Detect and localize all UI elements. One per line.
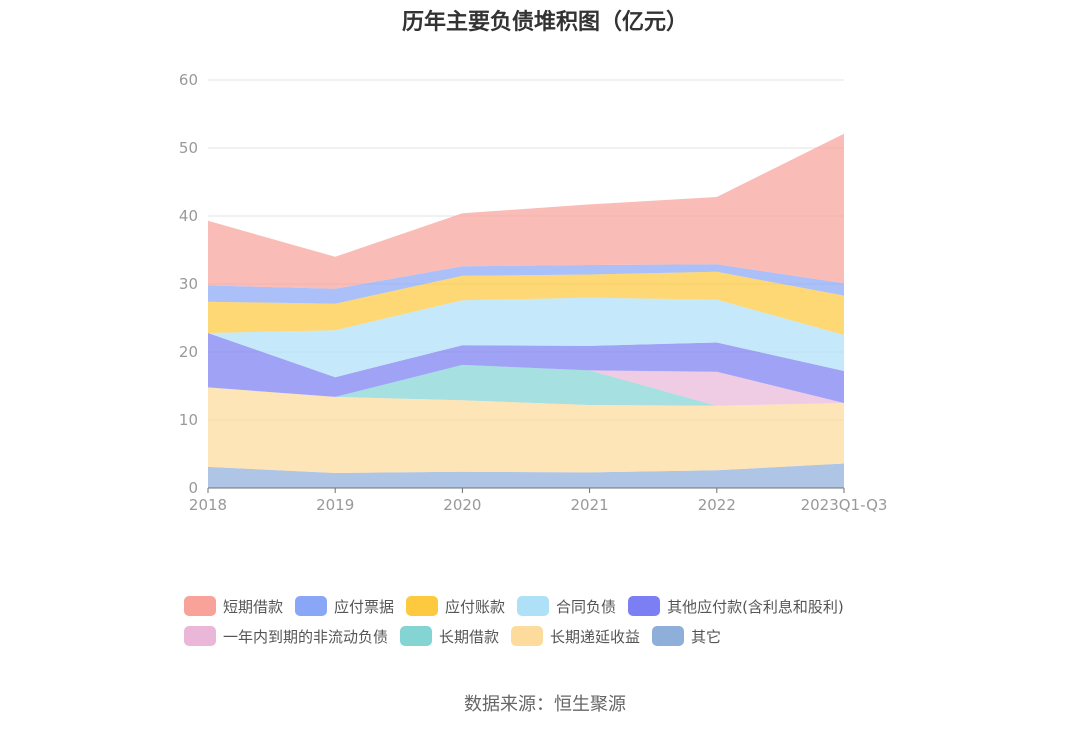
legend-swatch [652, 626, 685, 646]
legend-swatch [184, 596, 216, 616]
y-tick-label: 0 [188, 479, 198, 497]
legend-label: 短期借款 [223, 597, 284, 616]
y-tick-label: 40 [179, 207, 198, 225]
y-tick-label: 50 [179, 139, 198, 157]
legend-item[interactable]: 其他应付款(含利息和股利) [628, 596, 844, 617]
area-series-1 [208, 387, 844, 473]
legend-item[interactable]: 长期借款 [400, 626, 499, 647]
y-tick-label: 60 [179, 71, 198, 89]
legend-item[interactable]: 合同负债 [517, 596, 616, 617]
legend-item[interactable]: 短期借款 [184, 596, 283, 617]
legend-label: 合同负债 [556, 597, 617, 616]
legend-label: 一年内到期的非流动负债 [223, 627, 389, 646]
legend-item[interactable]: 一年内到期的非流动负债 [184, 626, 388, 647]
x-tick-label: 2019 [316, 496, 354, 514]
legend-swatch [400, 626, 433, 646]
legend-label: 其他应付款(含利息和股利) [667, 597, 844, 616]
legend-label: 长期递延收益 [550, 627, 641, 646]
legend-row: 短期借款 应付票据 应付账款 合同负债 其他应付款(含利息和股利) [184, 592, 904, 620]
legend-label: 其它 [691, 627, 722, 646]
legend-label: 应付账款 [445, 597, 506, 616]
legend: 短期借款 应付票据 应付账款 合同负债 其他应付款(含利息和股利) 一年内到期的非流动负… [184, 592, 904, 652]
legend-swatch [295, 596, 328, 616]
legend-swatch [517, 596, 550, 616]
y-tick-label: 30 [179, 275, 198, 293]
area-series-6 [208, 271, 844, 335]
legend-item[interactable]: 应付票据 [295, 596, 394, 617]
chart-title: 历年主要负债堆积图（亿元） [401, 10, 688, 35]
axes: 0 10 20 30 40 50 60 2018 2019 2020 2021 2022 2023Q1-… [179, 71, 888, 514]
legend-swatch [406, 596, 439, 616]
legend-swatch [628, 596, 661, 616]
area-series-0 [208, 463, 844, 488]
area-series-4 [208, 333, 844, 403]
y-tick-label: 20 [179, 343, 198, 361]
x-tick-label: 2022 [698, 496, 736, 514]
area-series-5 [208, 297, 844, 378]
legend-label: 应付票据 [334, 597, 395, 616]
legend-swatch [184, 626, 216, 646]
legend-swatch [511, 626, 544, 646]
area-series-group [208, 133, 844, 488]
legend-label: 长期借款 [439, 627, 500, 646]
legend-item[interactable]: 应付账款 [406, 596, 505, 617]
legend-item[interactable]: 其它 [652, 626, 721, 647]
stacked-area-chart: 0 10 20 30 40 50 60 2018 2019 2020 2021 2022 2023Q1-… [179, 71, 888, 514]
legend-row: 一年内到期的非流动负债 长期借款 长期递延收益 其它 [184, 622, 904, 650]
source-note: 数据来源：恒生聚源 [464, 694, 626, 715]
area-series-3 [208, 364, 844, 406]
x-tick-label: 2018 [189, 496, 227, 514]
area-series-8 [208, 133, 844, 289]
y-tick-label: 10 [179, 411, 198, 429]
area-series-7 [208, 264, 844, 304]
area-series-2 [208, 364, 844, 406]
x-tick-label: 2020 [443, 496, 481, 514]
legend-item[interactable]: 长期递延收益 [511, 626, 640, 647]
x-tick-label: 2023Q1-Q3 [801, 496, 888, 514]
x-tick-label: 2021 [571, 496, 609, 514]
